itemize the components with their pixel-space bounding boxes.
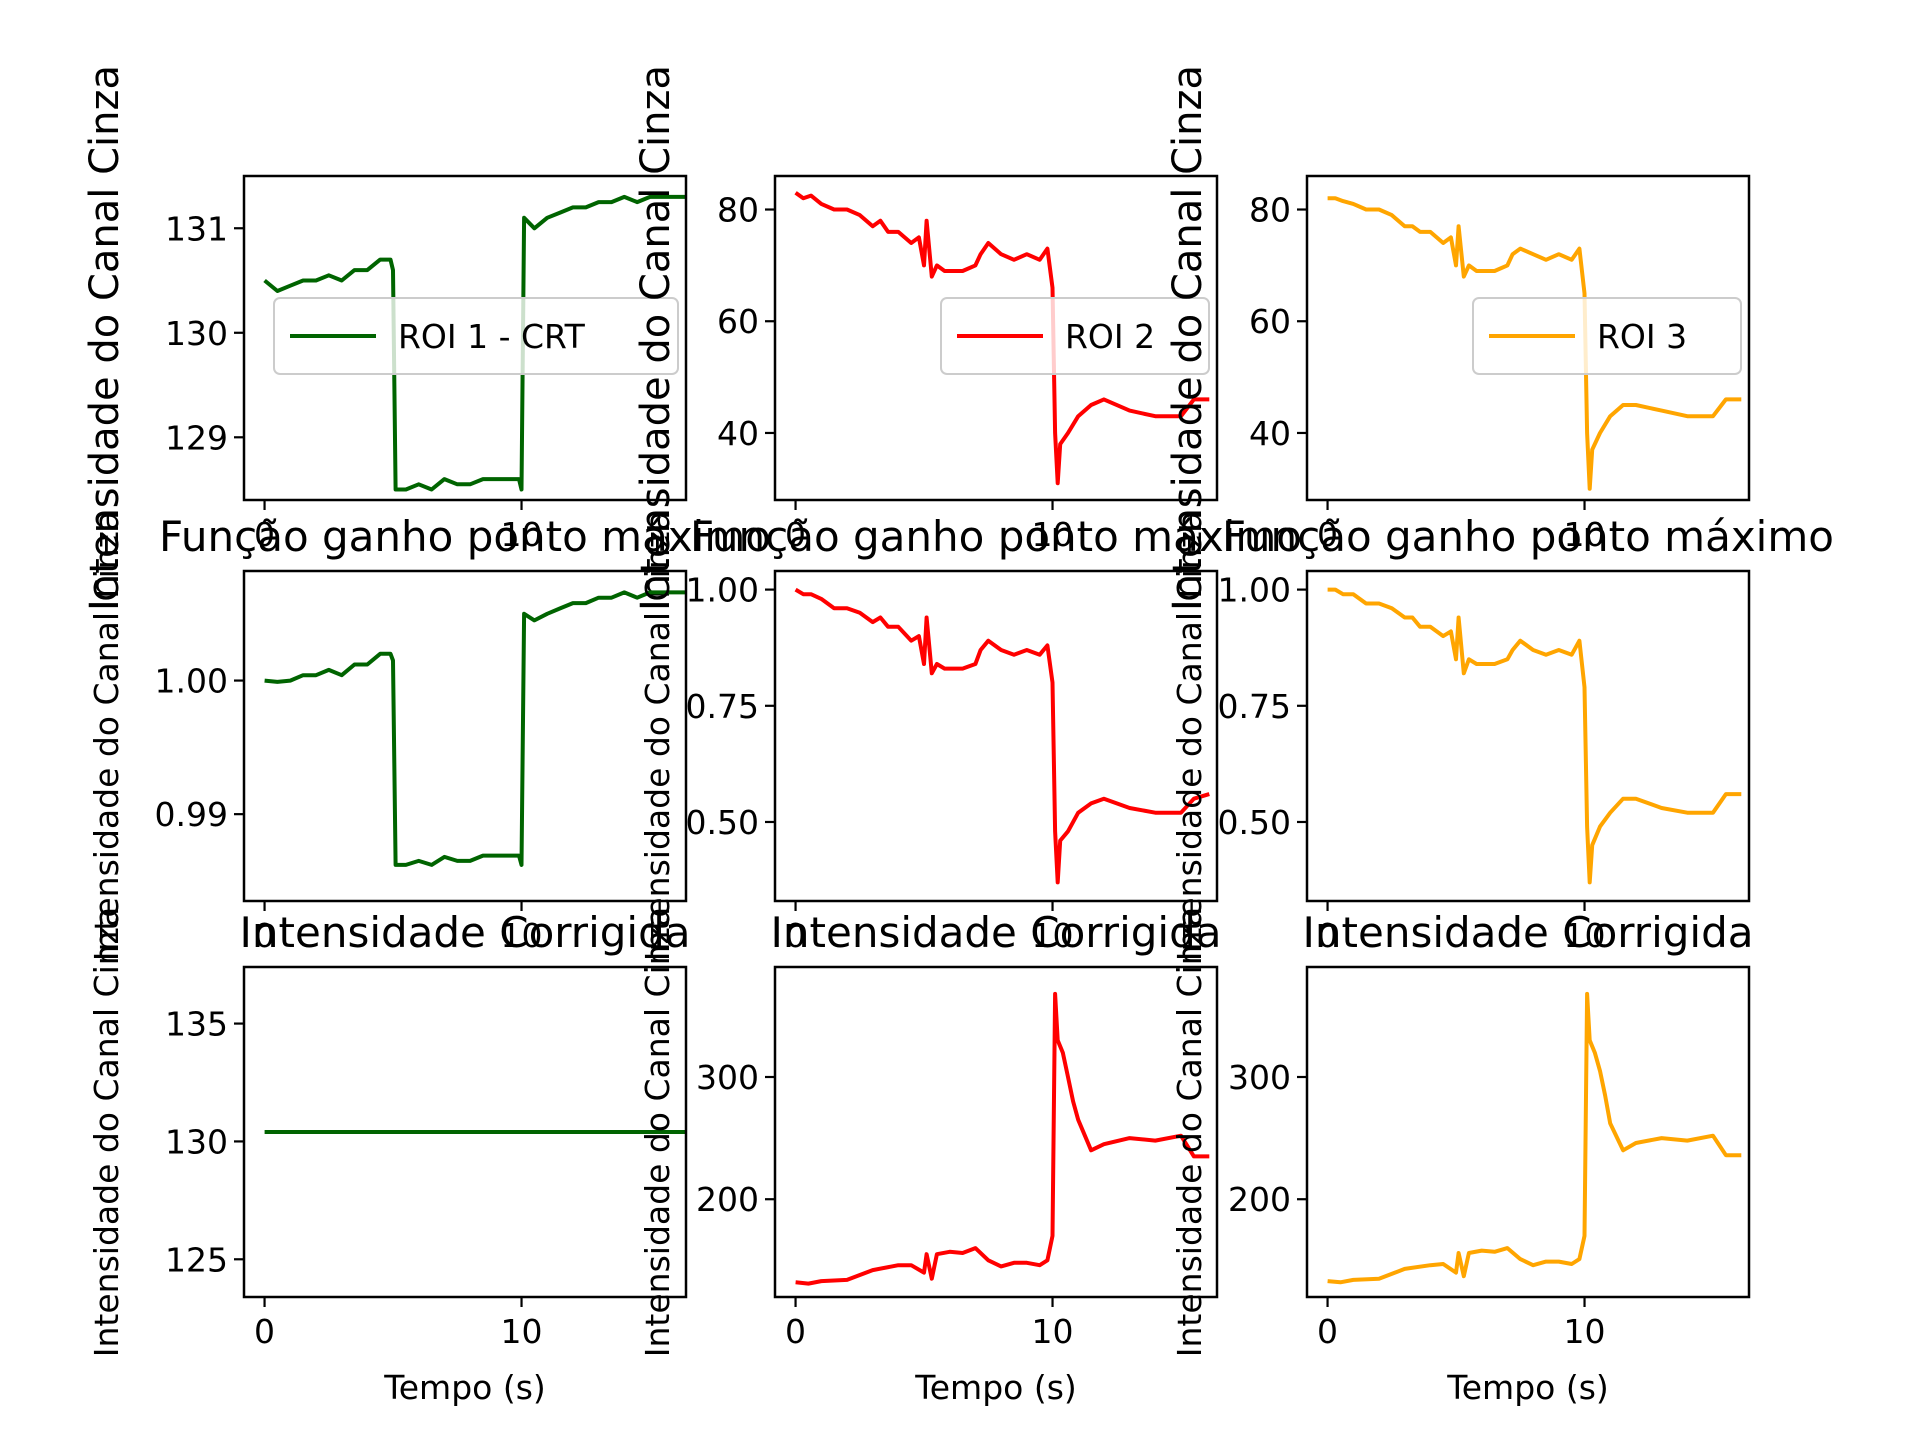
y-axis-title: Intensidade do Canal Cinza xyxy=(1170,907,1209,1357)
x-tick-label: 0 xyxy=(254,515,275,554)
panel-title: Função ganho ponto máximo xyxy=(1222,512,1834,561)
x-tick-label: 10 xyxy=(501,1312,543,1351)
x-tick-label: 10 xyxy=(1032,1312,1074,1351)
x-tick-label: 0 xyxy=(1317,916,1338,955)
y-tick-label: 200 xyxy=(1228,1180,1291,1219)
y-tick-label: 0.99 xyxy=(155,795,228,834)
series-line-row3-col2-0 xyxy=(795,991,1210,1286)
subplot-row3-col1 xyxy=(234,965,688,1307)
axes-frame xyxy=(242,569,688,903)
y-tick-label: 60 xyxy=(717,302,759,341)
y-tick-label: 40 xyxy=(717,414,759,453)
y-tick-label: 0.50 xyxy=(686,803,759,842)
axes-frame xyxy=(242,965,688,1299)
y-tick-label: 200 xyxy=(696,1180,759,1219)
y-axis-title: Intensidade do Canal Cinza xyxy=(1170,511,1209,961)
panel-title: Função ganho ponto máximo xyxy=(690,512,1302,561)
y-axis-title: Intensidade do Canal Cinza xyxy=(82,65,128,611)
y-tick-label: 80 xyxy=(1249,191,1291,230)
axes-frame xyxy=(1305,174,1751,502)
axes-frame xyxy=(773,569,1219,903)
y-tick-label: 1.00 xyxy=(1218,571,1291,610)
series-line-row3-col3-0 xyxy=(1327,991,1742,1285)
y-tick-label: 131 xyxy=(165,209,228,248)
x-axis-title: Tempo (s) xyxy=(1446,1368,1609,1407)
axes-frame xyxy=(773,965,1219,1299)
y-axis-title: Intensidade do Canal Cinza xyxy=(638,907,677,1357)
x-tick-label: 0 xyxy=(785,515,806,554)
x-axis-title: Tempo (s) xyxy=(914,1368,1077,1407)
y-tick-label: 130 xyxy=(165,314,228,353)
legend-box xyxy=(1472,297,1742,375)
legend-label: ROI 2 xyxy=(1065,317,1155,356)
y-axis-title: Intensidade do Canal Cinza xyxy=(638,511,677,961)
legend-label: ROI 1 - CRT xyxy=(398,317,586,356)
y-tick-label: 300 xyxy=(1228,1058,1291,1097)
series-line-row2-col3-0 xyxy=(1327,587,1742,885)
subplot-row1-col2 xyxy=(765,174,1219,510)
panel-title: Intensidade Corrigida xyxy=(771,908,1222,957)
y-tick-label: 135 xyxy=(165,1005,228,1044)
panel-title: Intensidade Corrigida xyxy=(240,908,691,957)
legend-label: ROI 3 xyxy=(1597,317,1687,356)
y-tick-label: 40 xyxy=(1249,414,1291,453)
x-tick-label: 10 xyxy=(1032,916,1074,955)
subplot-row1-col3 xyxy=(1297,174,1751,510)
subplot-row2-col3 xyxy=(1297,569,1751,911)
series-line-row1-col2-0 xyxy=(794,191,1210,486)
x-tick-label: 0 xyxy=(785,1312,806,1351)
y-axis-title: Intensidade do Canal Cinza xyxy=(87,907,126,1357)
x-tick-label: 0 xyxy=(1317,515,1338,554)
axes-frame xyxy=(773,174,1219,502)
x-axis-title: Tempo (s) xyxy=(383,1368,546,1407)
x-tick-label: 0 xyxy=(785,916,806,955)
y-tick-label: 1.00 xyxy=(155,662,228,701)
y-tick-label: 130 xyxy=(165,1122,228,1161)
x-tick-label: 0 xyxy=(254,916,275,955)
y-tick-label: 0.75 xyxy=(686,687,759,726)
legend-box xyxy=(273,297,679,375)
subplot-row2-col2 xyxy=(765,569,1219,911)
y-axis-title: Intensidade do Canal Cinza xyxy=(1165,65,1211,611)
y-tick-label: 129 xyxy=(165,418,228,457)
subplot-row1-col1 xyxy=(234,174,688,510)
series-line-row2-col1-0 xyxy=(264,590,686,867)
series-line-row1-col3-0 xyxy=(1327,196,1742,491)
y-tick-label: 125 xyxy=(165,1240,228,1279)
y-tick-label: 0.75 xyxy=(1218,687,1291,726)
subplot-row3-col2 xyxy=(765,965,1219,1307)
y-axis-title: Intensidade do Canal Cinza xyxy=(87,511,126,961)
axes-frame xyxy=(1305,569,1751,903)
x-tick-label: 10 xyxy=(1032,515,1074,554)
x-tick-label: 10 xyxy=(1564,916,1606,955)
subplot-row3-col3 xyxy=(1297,965,1751,1307)
series-line-row1-col1-0 xyxy=(263,194,686,492)
x-tick-label: 0 xyxy=(254,1312,275,1351)
x-tick-label: 10 xyxy=(1564,1312,1606,1351)
legend-box xyxy=(940,297,1210,375)
panel-title: Função ganho ponto máximo xyxy=(159,512,771,561)
y-tick-label: 60 xyxy=(1249,302,1291,341)
x-tick-label: 10 xyxy=(1564,515,1606,554)
axes-frame xyxy=(1305,965,1751,1299)
x-tick-label: 10 xyxy=(501,916,543,955)
axes-frame xyxy=(242,174,688,502)
y-tick-label: 300 xyxy=(696,1058,759,1097)
x-tick-label: 0 xyxy=(1317,1312,1338,1351)
series-line-row2-col2-0 xyxy=(794,587,1210,885)
subplot-row2-col1 xyxy=(234,569,688,911)
x-tick-label: 10 xyxy=(501,515,543,554)
panel-title: Intensidade Corrigida xyxy=(1303,908,1754,957)
y-tick-label: 0.50 xyxy=(1218,803,1291,842)
y-tick-label: 1.00 xyxy=(686,571,759,610)
y-axis-title: Intensidade do Canal Cinza xyxy=(633,65,679,611)
y-tick-label: 80 xyxy=(717,191,759,230)
